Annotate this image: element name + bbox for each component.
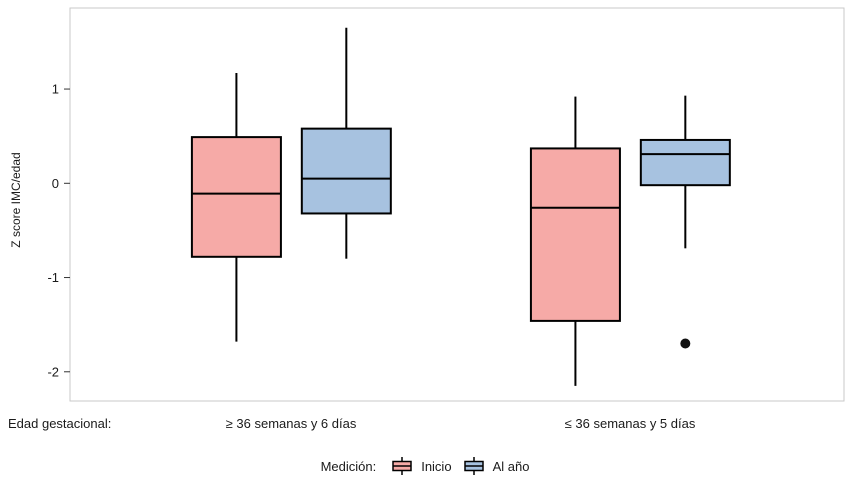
y-tick-label: 0 [52, 176, 59, 191]
legend-label-alano: Al año [492, 458, 530, 474]
y-tick-label: 1 [52, 82, 59, 97]
box-Inicio [529, 147, 621, 322]
y-axis-label: Z score IMC/edad [9, 152, 23, 248]
group-label-preterm: ≤ 36 semanas y 5 días [564, 416, 696, 431]
x-axis-title: Edad gestacional: [8, 416, 112, 431]
box-Inicio [190, 136, 282, 258]
y-tick-label: -1 [47, 270, 59, 285]
x-axis-labels: Edad gestacional: ≥ 36 semanas y 6 días … [0, 414, 850, 436]
outlier-point [680, 338, 691, 349]
boxplot-key-icon [392, 457, 412, 475]
boxplot-svg: 1 0 -1 -2 [47, 7, 845, 402]
panel-border [69, 7, 845, 402]
group-label-term: ≥ 36 semanas y 6 días [225, 416, 357, 431]
legend-entry-inicio: Inicio [390, 455, 452, 477]
legend: Medición: Inicio Al año [0, 455, 850, 477]
y-tick-label: -2 [47, 364, 59, 379]
boxplot-key-icon [463, 457, 484, 475]
legend-label-inicio: Inicio [421, 458, 452, 474]
legend-title: Medición: [320, 458, 377, 474]
box-Al año [300, 127, 392, 215]
box-Al año [639, 138, 731, 187]
legend-entry-alano: Al año [462, 455, 530, 477]
